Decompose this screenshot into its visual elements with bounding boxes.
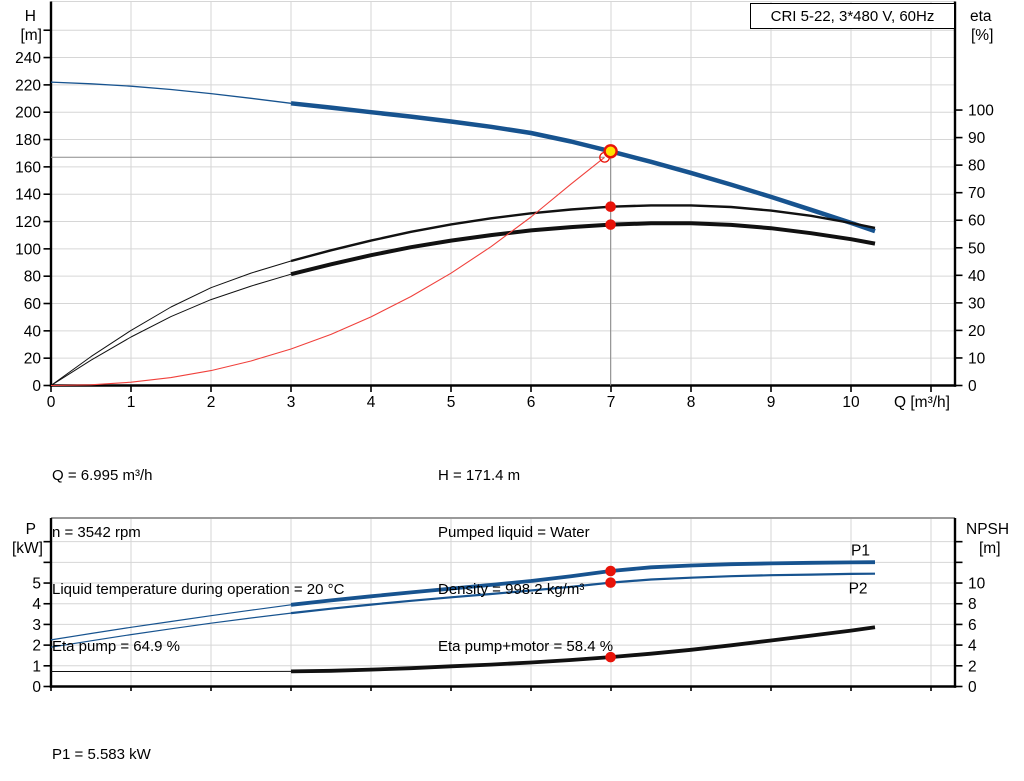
- p-axis-tick-label: 2: [32, 638, 41, 655]
- pump-title-box: CRI 5-22, 3*480 V, 60Hz: [750, 3, 955, 29]
- eta-axis-tick-label: 70: [968, 185, 986, 202]
- h-axis-tick-label: 240: [15, 50, 41, 67]
- q-axis-tick-label: 10: [842, 394, 860, 411]
- eta-axis-tick-label: 10: [968, 350, 986, 367]
- eta-pump-curve-lead: [50, 260, 292, 386]
- curve-label-p2: P2: [849, 580, 868, 597]
- h-axis-tick-label: 220: [15, 77, 41, 94]
- duty-point-marker: [603, 144, 618, 159]
- q-axis-tick-label: 8: [687, 394, 696, 411]
- q-axis-tick-label: 6: [527, 394, 536, 411]
- p-axis-tick-label: 4: [32, 596, 41, 613]
- h-axis-tick-label: 200: [15, 105, 41, 122]
- curve-label-p1: P1: [851, 543, 870, 560]
- eta-pump-curve: [290, 204, 876, 263]
- eta-axis-tick-label: 40: [968, 268, 986, 285]
- h-axis-tick-label: 140: [15, 187, 41, 204]
- q-axis-tick-label: 1: [127, 394, 136, 411]
- operating-info-left: Q = 6.995 m³/h n = 3542 rpm Liquid tempe…: [52, 428, 344, 694]
- qh-curve-lead: [50, 81, 292, 104]
- npsh-axis-tick-label: 4: [968, 638, 977, 655]
- info-temperature-line: Liquid temperature during operation = 20…: [52, 581, 345, 598]
- npsh-axis-title: NPSH: [966, 521, 1009, 538]
- p-axis-tick-label: 1: [32, 658, 41, 675]
- p-axis-unit: [kW]: [12, 540, 43, 557]
- info-eta-pump-motor-line: Eta pump+motor = 58.4 %: [438, 638, 614, 655]
- h-axis-title: H: [25, 8, 36, 25]
- npsh-axis-tick-label: 10: [968, 576, 986, 593]
- power-info-block: P1 = 5.583 kW P2 = 5.021 kW NPSH = 2.84 …: [52, 707, 157, 781]
- info-speed-line: n = 3542 rpm: [52, 524, 141, 541]
- eta-axis-tick-label: 0: [968, 378, 977, 395]
- info-p1-line: P1 = 5.583 kW: [52, 746, 151, 763]
- qh-curve: [290, 101, 876, 234]
- h-axis-tick-label: 20: [24, 351, 42, 368]
- q-axis-tick-label: 3: [287, 394, 296, 411]
- h-axis-tick-label: 60: [24, 296, 42, 313]
- eta-pump-motor-point: [605, 219, 616, 230]
- eta-axis-tick-label: 100: [968, 103, 994, 120]
- info-flow-line: Q = 6.995 m³/h: [52, 467, 153, 484]
- q-axis-tick-label: 2: [207, 394, 216, 411]
- info-head-line: H = 171.4 m: [438, 467, 521, 484]
- info-liquid-line: Pumped liquid = Water: [438, 524, 590, 541]
- p-axis-tick-label: 3: [32, 617, 41, 634]
- h-axis-tick-label: 40: [24, 323, 42, 340]
- q-axis-tick-label: 9: [767, 394, 776, 411]
- h-axis-tick-label: 100: [15, 241, 41, 258]
- npsh-axis-tick-label: 0: [968, 679, 977, 696]
- npsh-point: [605, 651, 616, 663]
- npsh-axis-unit: [m]: [979, 540, 1001, 557]
- p-axis-title: P: [26, 521, 36, 538]
- h-axis-tick-label: 120: [15, 214, 41, 231]
- npsh-axis-tick-label: 6: [968, 617, 977, 634]
- eta-axis-unit: [%]: [971, 27, 993, 44]
- system-curve: [50, 156, 605, 387]
- p2-curve-lead: [50, 612, 292, 648]
- h-axis-tick-label: 160: [15, 159, 41, 176]
- eta-axis-tick-label: 60: [968, 213, 986, 230]
- eta-axis-tick-label: 20: [968, 323, 986, 340]
- h-axis-tick-label: 180: [15, 132, 41, 149]
- eta-axis-title: eta: [970, 8, 992, 25]
- pump-title: CRI 5-22, 3*480 V, 60Hz: [770, 7, 935, 25]
- q-axis-tick-label: 0: [47, 394, 56, 411]
- eta-pump-point: [605, 201, 616, 213]
- q-axis-tick-label: 5: [447, 394, 456, 411]
- info-eta-pump-line: Eta pump = 64.9 %: [52, 638, 180, 655]
- eta-axis-tick-label: 50: [968, 240, 986, 257]
- p1-curve-lead: [50, 604, 292, 641]
- p1-curve: [290, 560, 876, 607]
- eta-axis-tick-label: 80: [968, 158, 986, 175]
- eta-pump-motor-curve-lead: [50, 273, 292, 386]
- p2-point: [605, 577, 616, 588]
- h-axis-tick-label: 80: [24, 269, 42, 286]
- npsh-axis-tick-label: 8: [968, 596, 977, 613]
- eta-axis-tick-label: 30: [968, 295, 986, 312]
- q-axis-tick-label: 4: [367, 394, 376, 411]
- operating-info-right: H = 171.4 m Pumped liquid = Water Densit…: [438, 428, 613, 694]
- p-axis-tick-label: 0: [32, 679, 41, 696]
- npsh-axis-tick-label: 2: [968, 658, 977, 675]
- p2-curve: [290, 572, 876, 615]
- eta-axis-tick-label: 90: [968, 130, 986, 147]
- npsh-curve: [290, 625, 876, 674]
- h-axis-tick-label: 0: [32, 378, 41, 395]
- q-axis-tick-label: 7: [607, 394, 616, 411]
- q-axis-title: Q [m³/h]: [894, 394, 950, 411]
- p1-point: [605, 565, 616, 577]
- info-density-line: Density = 998.2 kg/m³: [438, 581, 585, 598]
- generated-chart-layer: 0204060801001201401601802002202400102030…: [15, 1, 994, 696]
- p-axis-tick-label: 5: [32, 576, 41, 593]
- h-axis-unit: [m]: [20, 27, 42, 44]
- eta-pump-motor-curve: [290, 221, 876, 277]
